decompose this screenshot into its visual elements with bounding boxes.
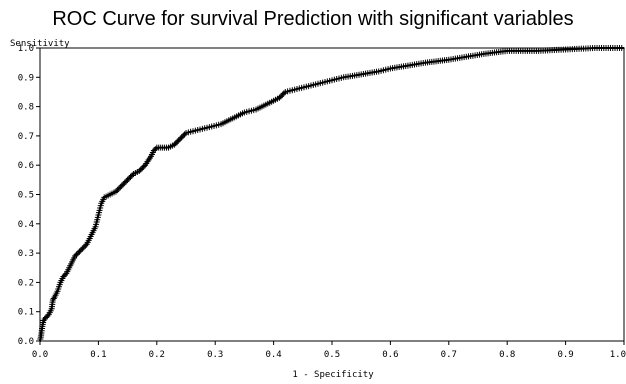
roc-point-marker [80,244,87,251]
roc-point-marker [121,179,128,186]
y-tick-label: 0.5 [18,191,34,201]
x-tick-label: 0.9 [557,350,573,360]
y-tick-label: 0.3 [18,249,34,259]
y-tick-label: 0.4 [18,220,34,230]
roc-point-marker [180,132,187,139]
roc-point-marker [41,316,48,323]
roc-point-marker [123,178,130,185]
roc-point-marker [128,172,135,179]
y-tick-label: 0.6 [18,161,34,171]
x-tick-label: 0.7 [441,350,457,360]
x-axis: 0.0 0.1 0.2 0.3 0.4 0.5 0.6 0.7 0.8 0.9 1.0 [32,341,626,360]
x-tick-label: 0.1 [90,350,106,360]
roc-point-marker [276,94,283,101]
y-tick-label: 0.2 [18,278,34,288]
roc-point-marker [44,313,51,320]
x-tick-label: 0.0 [32,350,48,360]
y-tick-label: 0.1 [18,308,34,318]
roc-point-marker [171,141,178,148]
roc-point-marker [279,91,286,98]
roc-point-marker [618,45,625,51]
roc-point-marker [42,314,49,321]
roc-point-marker [117,184,124,191]
x-tick-label: 0.2 [149,350,165,360]
x-tick-label: 0.5 [324,350,340,360]
roc-point-marker [126,175,133,182]
roc-curve-line [39,47,624,342]
roc-point-marker [280,90,287,97]
plot-frame [39,47,625,342]
roc-point-marker [79,245,86,252]
x-tick-label: 1.0 [610,350,626,360]
roc-point-marker [137,166,144,173]
roc-point-marker [60,273,67,280]
roc-point-marker [124,176,131,183]
x-tick-label: 0.8 [499,350,515,360]
y-tick-label: 1.0 [18,44,34,54]
y-tick-label: 0.0 [18,337,34,347]
roc-point-marker [136,168,143,175]
roc-point-marker [172,140,179,147]
roc-point-marker [112,188,119,195]
x-tick-label: 0.3 [207,350,223,360]
roc-point-marker [178,134,185,141]
roc-point-marker [77,247,84,254]
y-tick-label: 0.9 [18,73,34,83]
roc-point-marker [61,272,68,279]
roc-point-marker [114,187,121,194]
y-axis: 0.0 0.1 0.2 0.3 0.4 0.5 0.6 0.7 0.8 0.9 1.0 [18,44,40,347]
roc-point-marker [277,93,284,100]
roc-point-marker [82,242,89,249]
roc-point-marker [76,248,83,255]
x-tick-label: 0.6 [382,350,398,360]
y-axis-label: Sensitivity [10,39,70,49]
roc-point-marker [140,163,147,170]
roc-point-marker [118,182,125,189]
roc-point-marker [174,138,181,145]
roc-point-marker [74,250,81,257]
roc-point-marker [72,253,79,260]
y-tick-label: 0.8 [18,103,34,113]
roc-point-marker [181,131,188,138]
roc-point-marker [150,147,157,154]
roc-point-marker [139,165,146,172]
roc-point-marker [120,181,127,188]
roc-series [37,45,625,344]
x-axis-label: 1 - Specificity [292,370,374,379]
chart-title: ROC Curve for survival Prediction with s… [52,8,574,30]
y-tick-label: 0.7 [18,132,34,142]
roc-point-marker [177,135,184,142]
roc-point-marker [73,251,80,258]
roc-point-marker [175,137,182,144]
roc-point-marker [152,146,159,153]
roc-point-marker [50,295,57,302]
x-tick-label: 0.4 [265,350,281,360]
roc-point-marker [127,173,134,180]
roc-point-marker [115,185,122,192]
